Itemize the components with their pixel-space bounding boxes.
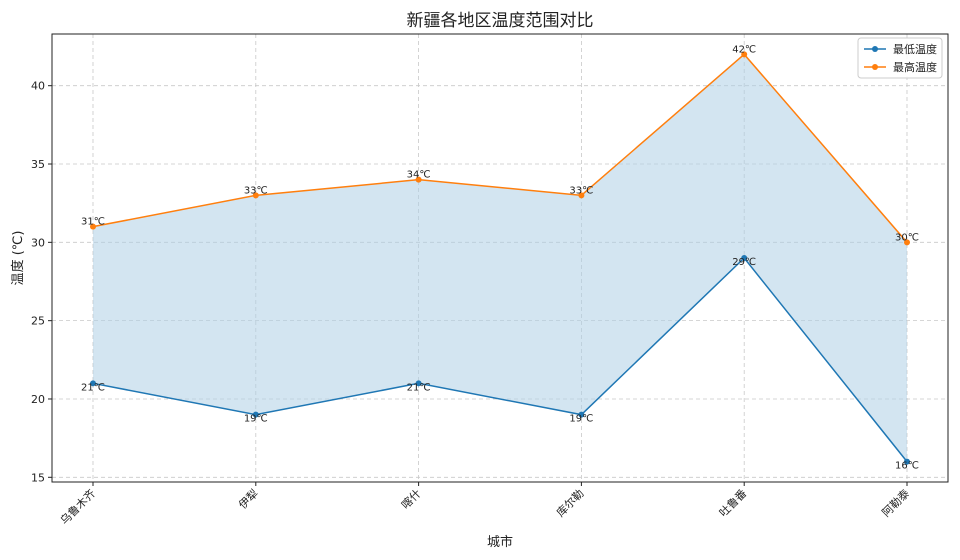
legend-label: 最低温度	[893, 42, 937, 56]
data-point-high	[904, 239, 910, 246]
data-label-high: 31℃	[81, 217, 105, 228]
data-point-low	[252, 411, 259, 418]
y-tick-label: 15	[31, 471, 45, 484]
fill-between-layer	[93, 54, 907, 462]
data-label-low: 29℃	[732, 257, 756, 268]
data-label-low: 21℃	[81, 382, 105, 393]
series-line-high	[92, 53, 908, 243]
x-tick-label: 伊犁	[235, 486, 260, 511]
y-axis-ticks: 15 20 25 30 35 40	[31, 80, 52, 484]
plot-frame	[51, 33, 949, 483]
data-point-low	[415, 380, 422, 387]
data-point-low	[741, 255, 748, 261]
data-point-low	[578, 411, 585, 418]
y-tick-label: 40	[31, 80, 45, 93]
data-point-high	[90, 223, 96, 230]
data-label-low: 19℃	[569, 414, 593, 425]
legend-swatch-marker	[872, 64, 878, 70]
chart-title: 新疆各地区温度范围对比	[407, 11, 594, 31]
data-point-high	[578, 192, 585, 199]
x-tick-label: 库尔勒	[554, 487, 587, 520]
data-point-high	[415, 176, 422, 183]
legend-swatch-marker	[872, 46, 878, 52]
x-tick-label: 阿勒泰	[879, 486, 912, 519]
data-point-low	[904, 458, 910, 465]
y-tick-label: 20	[31, 393, 45, 406]
data-label-high: 33℃	[569, 185, 593, 196]
series-line-low	[92, 256, 908, 463]
x-axis-title: 城市	[487, 534, 513, 550]
data-label-low: 19℃	[244, 414, 268, 425]
x-axis-ticks: 乌鲁木齐 伊犁 喀什 库尔勒 吐鲁番 阿勒泰	[57, 482, 912, 527]
legend-box	[857, 37, 943, 79]
x-tick-label: 乌鲁木齐	[57, 486, 98, 527]
data-label-high: 34℃	[407, 170, 431, 181]
data-label-low: 16℃	[895, 461, 919, 472]
legend-label: 最高温度	[893, 60, 937, 74]
data-label-high: 33℃	[244, 185, 268, 196]
series-layer	[90, 51, 910, 465]
data-point-high	[252, 192, 259, 199]
data-label-low: 21℃	[407, 382, 431, 393]
data-label-layer: 21℃ 19℃ 21℃ 19℃ 29℃ 16℃ 31℃ 33℃ 34℃ 33℃ 42℃ 30℃	[81, 44, 919, 471]
data-point-low	[90, 380, 96, 387]
y-tick-label: 30	[31, 236, 45, 249]
temperature-range-fill	[93, 54, 907, 462]
y-tick-label: 35	[31, 158, 45, 171]
data-label-high: 30℃	[895, 232, 919, 243]
data-point-high	[741, 51, 748, 58]
y-tick-label: 25	[31, 315, 45, 328]
x-tick-label: 吐鲁番	[716, 486, 749, 519]
data-label-high: 42℃	[732, 44, 756, 55]
y-axis-title: 温度 (℃)	[10, 231, 26, 286]
x-tick-label: 喀什	[399, 487, 424, 512]
